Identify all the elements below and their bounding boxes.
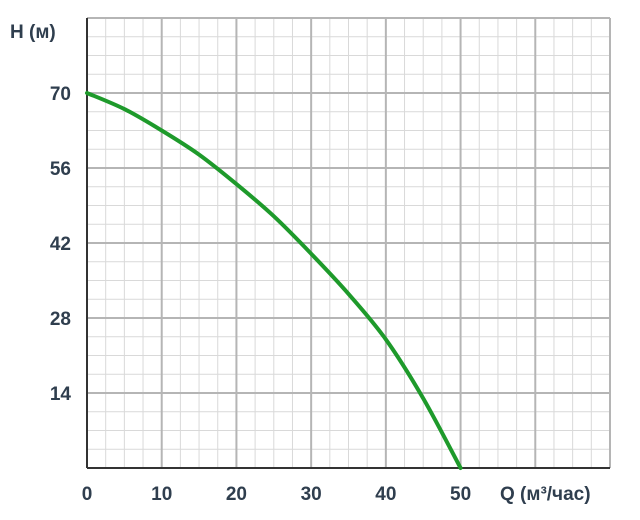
x-tick-label: 20	[226, 484, 247, 505]
y-tick-label: 28	[50, 309, 71, 330]
y-axis-title: H (м)	[10, 22, 56, 43]
x-axis-title: Q (м³/час)	[500, 484, 591, 505]
grid	[86, 17, 611, 469]
x-tick-label: 30	[301, 484, 322, 505]
y-tick-label: 56	[50, 159, 71, 180]
x-tick-label: 50	[450, 484, 471, 505]
x-tick-label: 10	[151, 484, 172, 505]
y-tick-label: 70	[50, 84, 71, 105]
x-tick-label: 40	[375, 484, 396, 505]
y-tick-label: 14	[50, 384, 72, 405]
x-tick-label: 0	[82, 484, 93, 505]
y-tick-label: 42	[50, 234, 71, 255]
labels: H (м) Q (м³/час) 0 10 20 30 40 50 14 28 42 56 70	[10, 22, 591, 505]
series-line-head-curve	[85, 91, 463, 470]
series-layer	[85, 91, 463, 470]
